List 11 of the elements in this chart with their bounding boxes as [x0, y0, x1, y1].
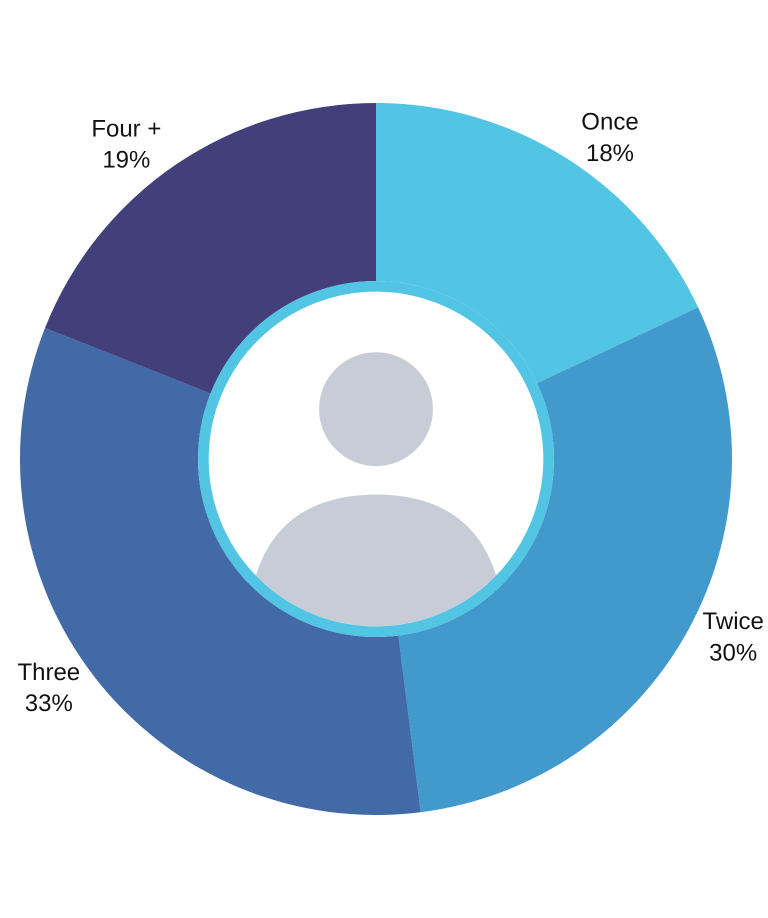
donut-slice [20, 328, 421, 815]
data-label: 18% [586, 140, 634, 167]
slice-label: Four + [91, 116, 162, 143]
slice-label: Twice [702, 608, 764, 636]
data-label: 33% [24, 690, 73, 718]
slice-label: Once [581, 108, 639, 136]
data-label: 30% [709, 639, 758, 666]
donut-slice [376, 103, 698, 384]
donut-slice [45, 103, 376, 394]
data-label: 19% [102, 146, 150, 174]
slice-label: Three [17, 659, 80, 686]
